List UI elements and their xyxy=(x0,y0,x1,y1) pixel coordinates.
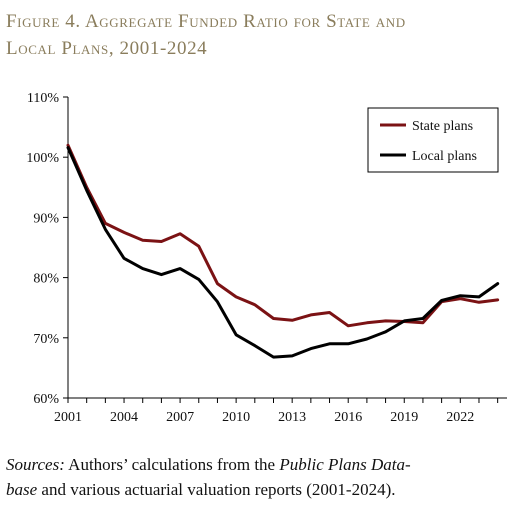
figure-title-line-1: Figure 4. Aggregate Funded Ratio for Sta… xyxy=(6,11,406,32)
y-tick-label: 90% xyxy=(33,211,59,226)
sources-database-2: base xyxy=(6,480,38,499)
y-tick-label: 60% xyxy=(33,392,59,407)
sources-text-1: Authors’ calculations from the xyxy=(64,455,280,474)
x-tick-label: 2010 xyxy=(222,410,250,425)
x-tick-label: 2016 xyxy=(334,410,362,425)
chart-axes: 60% 70% 80% 90% 100% 110% 2001 2004 2007 2010 2013… xyxy=(26,91,507,425)
chart-series xyxy=(66,143,500,359)
series-line-state-plans xyxy=(66,143,500,328)
sources-database-1: Public Plans Data- xyxy=(279,455,411,474)
y-tick-label: 110% xyxy=(27,91,59,106)
figure-title-line-2: Local Plans, 2001-2024 xyxy=(6,38,208,59)
x-tick-label: 2001 xyxy=(54,410,82,425)
legend-label: Local plans xyxy=(412,149,477,164)
y-tick-label: 70% xyxy=(33,332,59,347)
chart-legend: State plans Local plans xyxy=(367,107,499,173)
legend-label: State plans xyxy=(412,119,473,134)
x-tick-label: 2022 xyxy=(446,410,474,425)
x-tick-label: 2013 xyxy=(278,410,306,425)
y-tick-label: 100% xyxy=(26,151,59,166)
y-tick-label: 80% xyxy=(33,272,59,287)
legend-box xyxy=(367,107,499,173)
sources-text-2: and various actuarial valuation reports … xyxy=(37,480,396,499)
figure-title: Figure 4. Aggregate Funded Ratio for Sta… xyxy=(6,8,522,62)
sources-label: Sources: xyxy=(6,455,65,474)
x-tick-label: 2007 xyxy=(166,410,194,425)
x-tick-label: 2019 xyxy=(390,410,418,425)
sources-note: Sources: Authors’ calculations from the … xyxy=(6,452,522,502)
x-tick-label: 2004 xyxy=(110,410,138,425)
series-line-local-plans xyxy=(66,146,500,359)
